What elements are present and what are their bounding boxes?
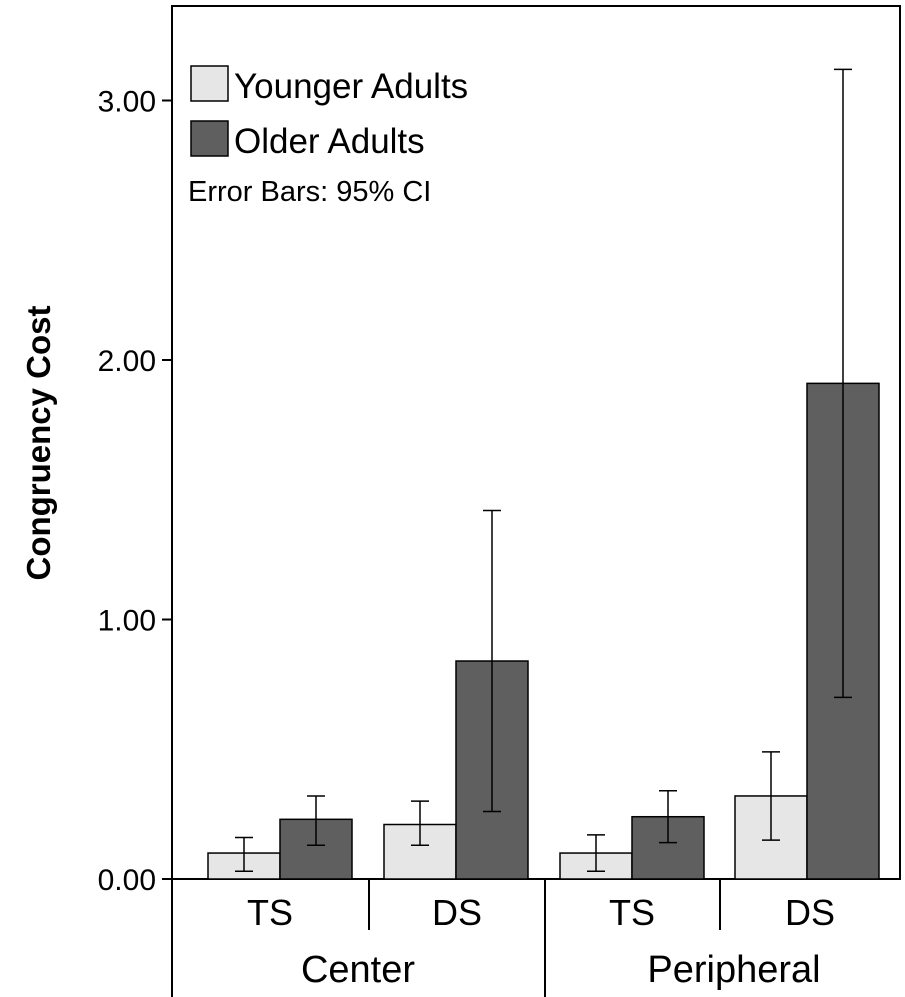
x-axis: TS DS TS DS Center Peripheral <box>171 879 835 997</box>
plot-frame <box>171 5 901 880</box>
y-axis: 0.00 1.00 2.00 3.00 <box>98 86 172 897</box>
error-bars-note: Error Bars: 95% CI <box>188 176 431 208</box>
x-category-label: TS <box>247 892 293 933</box>
y-tick-label: 0.00 <box>98 864 156 897</box>
x-category-label: DS <box>785 892 835 933</box>
x-category-label: DS <box>432 892 482 933</box>
x-group-label: Center <box>301 949 415 991</box>
legend-label-older: Older Adults <box>234 122 425 161</box>
y-axis-title: Congruency Cost <box>20 305 57 580</box>
x-category-label: TS <box>609 892 655 933</box>
y-tick-label: 2.00 <box>98 345 156 378</box>
legend-swatch-younger <box>190 65 229 102</box>
y-tick-label: 3.00 <box>98 86 156 119</box>
error-bars <box>235 68 852 872</box>
legend-swatch-older <box>190 120 229 157</box>
legend-label-younger: Younger Adults <box>234 67 468 106</box>
y-tick-label: 1.00 <box>98 605 156 638</box>
legend: Younger Adults Older Adults Error Bars: … <box>188 65 468 208</box>
x-group-label: Peripheral <box>647 949 820 991</box>
